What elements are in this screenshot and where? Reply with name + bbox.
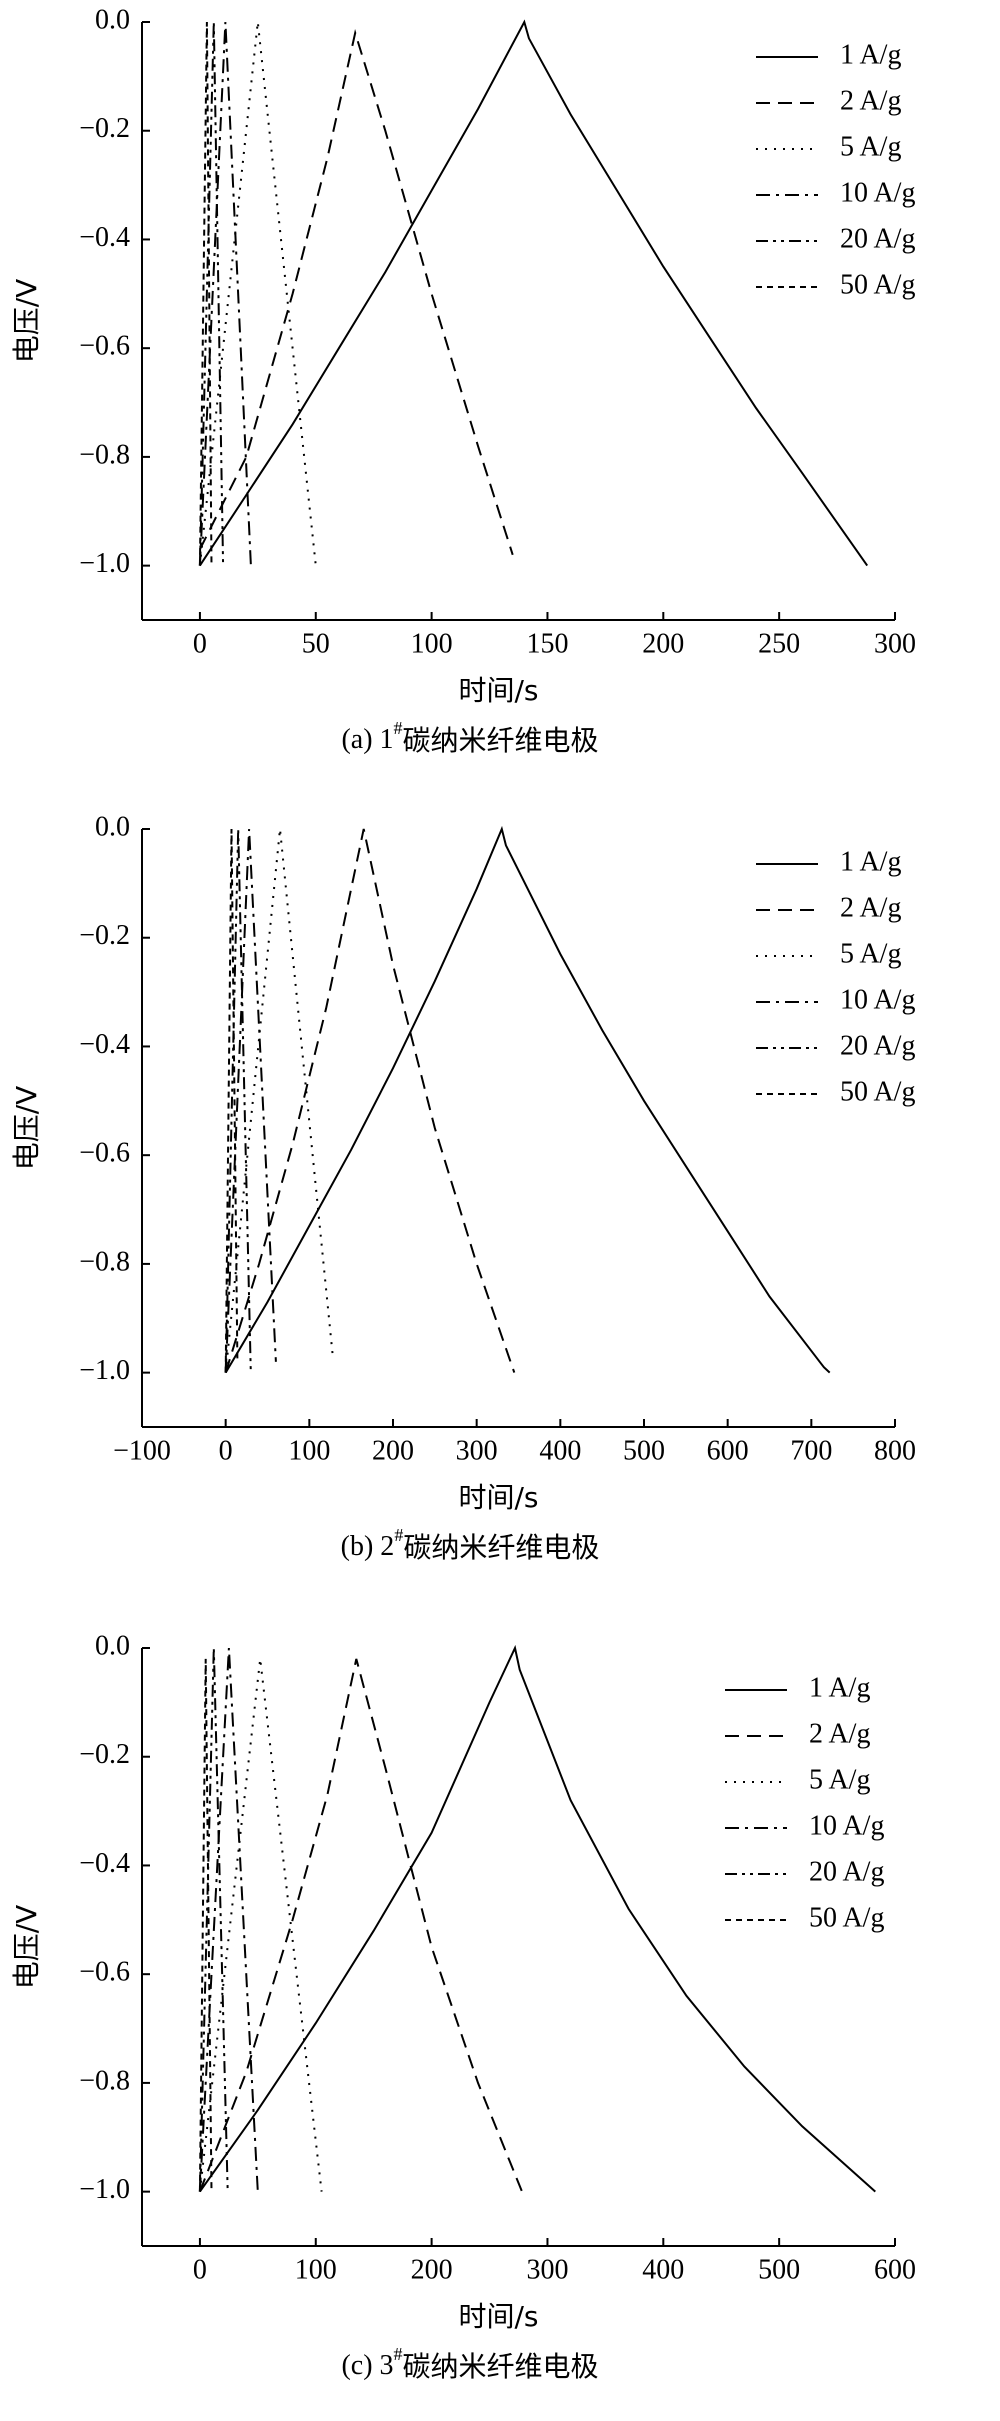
caption: (a) 1#碳纳米纤维电极 [341,718,598,757]
legend-label: 50 A/g [809,1902,884,1933]
legend-label: 5 A/g [840,131,901,162]
y-tick-label: −1.0 [79,1355,130,1386]
y-tick-label: −1.0 [79,548,130,579]
caption: (c) 3#碳纳米纤维电极 [341,2344,598,2383]
series-line [198,21,213,566]
legend-label: 50 A/g [840,1076,915,1107]
x-tick-label: 300 [526,2254,568,2285]
caption-sup: # [394,718,403,738]
series-line [199,19,869,567]
legend-label: 1 A/g [840,39,901,70]
x-tick-label: 600 [874,2254,916,2285]
caption-text: 碳纳米纤维电极 [403,724,599,757]
caption-sup: # [394,1525,403,1545]
y-tick-label: −0.6 [79,1957,130,1988]
x-axis-title: 时间/s [458,2300,538,2333]
y-tick-label: −0.2 [79,113,130,144]
legend-label: 10 A/g [809,1810,884,1841]
legend-label: 10 A/g [840,984,915,1015]
series-line [198,21,317,566]
y-tick-label: −0.4 [79,1029,130,1060]
series-line [199,28,514,556]
legend-label: 2 A/g [840,892,901,923]
y-tick-label: −0.6 [79,1138,130,1169]
legend-label: 10 A/g [840,177,915,208]
series-line [198,1658,213,2192]
x-tick-label: 800 [874,1435,916,1466]
y-tick-label: −1.0 [79,2174,130,2205]
x-tick-label: 400 [539,1435,581,1466]
x-tick-label: 400 [642,2254,684,2285]
series-line [224,828,239,1373]
legend-label: 2 A/g [840,85,901,116]
series-line [198,1658,523,2192]
x-tick-label: 0 [219,1435,233,1466]
legend-label: 5 A/g [809,1764,870,1795]
legend-label: 1 A/g [809,1672,870,1703]
legend-label: 5 A/g [840,938,901,969]
x-tick-label: 300 [456,1435,498,1466]
caption-prefix: (a) 1 [341,724,393,755]
x-tick-label: 200 [372,1435,414,1466]
x-tick-label: 300 [874,628,916,659]
series-line [224,825,831,1374]
series-line [224,828,277,1373]
caption-sup: # [394,2344,403,2364]
x-tick-label: 700 [790,1435,832,1466]
caption-prefix: (b) 2 [341,1531,395,1562]
legend-label: 50 A/g [840,269,915,300]
legend-label: 20 A/g [840,1030,915,1061]
x-axis-title: 时间/s [458,674,538,707]
x-tick-label: 0 [193,628,207,659]
legend-label: 20 A/g [840,223,915,254]
x-tick-label: 500 [758,2254,800,2285]
series-line [224,828,334,1373]
x-tick-label: 100 [288,1435,330,1466]
y-axis-title: 电压/V [10,1086,43,1171]
x-tick-label: 100 [411,628,453,659]
caption-text: 碳纳米纤维电极 [403,1531,599,1564]
series-line [224,828,516,1373]
y-axis-title: 电压/V [10,1905,43,1990]
y-tick-label: −0.4 [79,1848,130,1879]
series-line [198,1658,323,2192]
x-tick-label: 200 [642,628,684,659]
x-tick-label: 500 [623,1435,665,1466]
y-tick-label: −0.8 [79,1246,130,1277]
x-tick-label: 250 [758,628,800,659]
y-tick-label: 0.0 [95,1630,130,1661]
y-axis-title: 电压/V [10,279,43,364]
y-tick-label: −0.2 [79,920,130,951]
x-tick-label: 150 [526,628,568,659]
y-tick-label: 0.0 [95,811,130,842]
y-tick-label: −0.4 [79,222,130,253]
legend-label: 1 A/g [840,846,901,877]
x-tick-label: 200 [411,2254,453,2285]
y-tick-label: −0.8 [79,2065,130,2096]
series-line [198,21,252,566]
x-axis-title: 时间/s [458,1481,538,1514]
legend-label: 2 A/g [809,1718,870,1749]
legend-label: 20 A/g [809,1856,884,1887]
x-tick-label: 50 [302,628,330,659]
x-tick-label: 600 [707,1435,749,1466]
y-tick-label: 0.0 [95,4,130,35]
x-tick-label: −100 [113,1435,171,1466]
y-tick-label: −0.2 [79,1739,130,1770]
caption-prefix: (c) 3 [341,2350,393,2381]
x-tick-label: 100 [295,2254,337,2285]
y-tick-label: −0.8 [79,439,130,470]
x-tick-label: 0 [193,2254,207,2285]
caption: (b) 2#碳纳米纤维电极 [341,1525,600,1564]
y-tick-label: −0.6 [79,331,130,362]
series-line [199,1644,876,2193]
caption-text: 碳纳米纤维电极 [403,2350,599,2383]
